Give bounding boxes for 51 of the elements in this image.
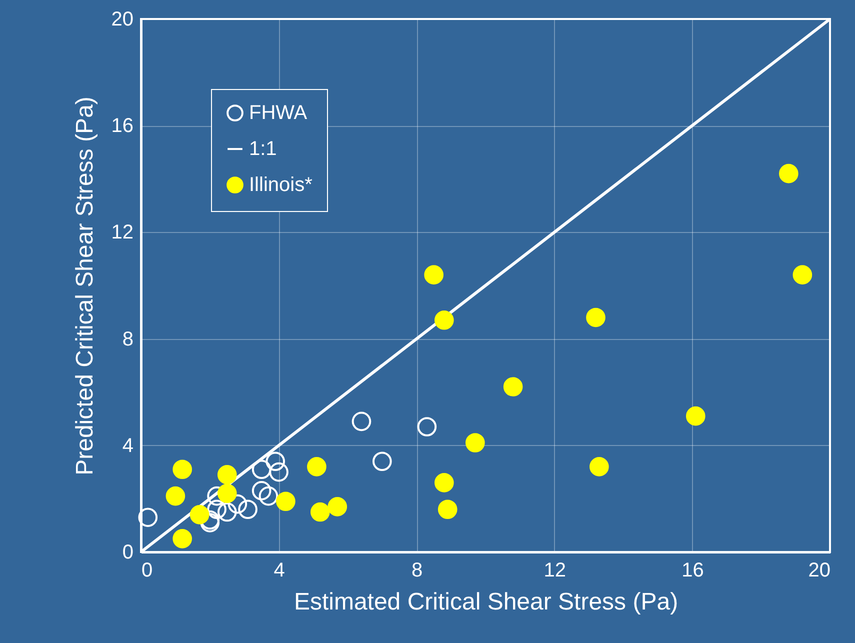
point — [276, 492, 296, 512]
point — [258, 486, 278, 506]
x-tick-label: 16 — [682, 560, 704, 582]
point — [792, 265, 812, 284]
point — [217, 502, 237, 522]
y-tick-label: 4 — [122, 434, 134, 457]
point — [190, 505, 210, 524]
point — [207, 500, 226, 520]
point — [228, 494, 248, 514]
point — [307, 457, 326, 476]
point — [217, 465, 237, 484]
point — [217, 484, 237, 504]
point — [172, 460, 192, 480]
x-tick-label: 8 — [412, 560, 423, 582]
point — [138, 508, 158, 527]
point — [252, 481, 272, 500]
y-tick-label: 12 — [111, 222, 134, 244]
point — [686, 406, 706, 426]
y-tick-label: 20 — [111, 8, 134, 30]
legend-label: Illinois* — [249, 174, 313, 196]
point — [779, 164, 798, 184]
legend-label: FHWA — [249, 102, 308, 124]
point — [352, 412, 372, 432]
point — [417, 417, 437, 436]
point — [434, 310, 454, 330]
point — [166, 486, 186, 506]
point — [434, 473, 454, 492]
legend-label: 1:1 — [249, 138, 277, 160]
point — [266, 452, 286, 472]
point — [372, 452, 392, 472]
x-tick-label: 0 — [142, 560, 153, 582]
y-tick-label: 8 — [122, 328, 134, 350]
point — [252, 460, 272, 480]
point — [466, 433, 485, 452]
point — [586, 308, 606, 328]
point — [172, 529, 192, 548]
point — [503, 377, 523, 396]
point — [590, 457, 609, 476]
point — [310, 502, 330, 522]
y-tick-label: 16 — [111, 115, 134, 138]
y-axis-title: Predicted Critical Shear Stress (Pa) — [71, 96, 98, 476]
x-tick-label: 12 — [544, 560, 566, 582]
point — [238, 500, 258, 520]
x-tick-label: 20 — [808, 560, 830, 582]
point — [424, 265, 444, 284]
x-tick-label: 4 — [274, 560, 285, 582]
point — [269, 462, 288, 482]
y-tick-label: 0 — [122, 542, 134, 564]
x-axis-title: Estimated Critical Shear Stress (Pa) — [294, 588, 678, 616]
point — [438, 500, 458, 520]
point — [328, 497, 348, 516]
